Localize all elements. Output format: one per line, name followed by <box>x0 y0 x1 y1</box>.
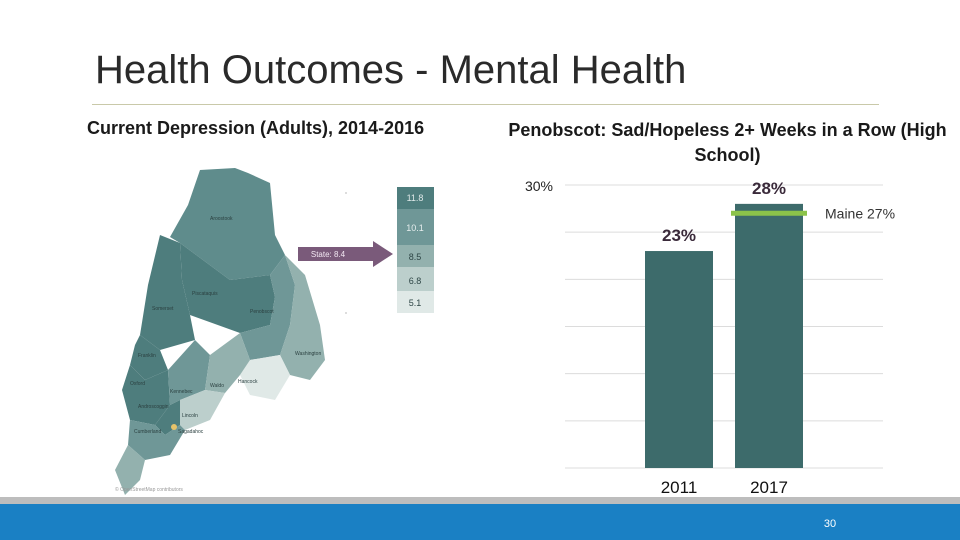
bar-data-label: 28% <box>752 179 786 198</box>
county-label: Penobscot <box>250 309 274 315</box>
color-scale-legend: 11.8 10.1 8.5 6.8 5.1 <box>397 187 434 313</box>
chart-subtitle: Penobscot: Sad/Hopeless 2+ Weeks in a Ro… <box>508 120 947 165</box>
legend-value: 11.8 <box>407 193 424 203</box>
maine-reference-label: Maine 27% <box>825 205 895 221</box>
county-somerset <box>140 235 195 350</box>
county-label: Oxford <box>130 381 145 387</box>
legend-swatch <box>397 291 434 313</box>
county-lincoln <box>180 390 225 430</box>
title-divider <box>92 104 879 105</box>
county-waldo <box>205 333 250 393</box>
sagadahoc-marker <box>171 424 177 430</box>
county-piscataquis <box>180 243 275 333</box>
legend-swatch <box>397 187 434 209</box>
y-tick-label: 30% <box>525 178 553 194</box>
page-number: 30 <box>823 518 837 530</box>
legend-value: 8.5 <box>409 252 422 262</box>
county-label: Franklin <box>138 353 156 359</box>
legend-value: 5.1 <box>409 298 422 308</box>
county-label: Aroostook <box>210 216 233 222</box>
county-cumberland <box>128 420 185 460</box>
county-label: Lincoln <box>182 413 198 419</box>
county-label: Sagadahoc <box>178 429 204 435</box>
county-penobscot <box>240 255 295 360</box>
bar-data-label: 23% <box>662 226 696 245</box>
county-label: Cumberland <box>134 429 161 435</box>
sad-hopeless-chart: 30% 23% 2011 28% 2017 Maine 27% <box>505 175 925 505</box>
county-label: Somerset <box>152 306 174 312</box>
map-svg: Aroostook Piscataquis Penobscot Somerset… <box>115 168 434 495</box>
state-average-label: State: 8.4 <box>311 250 346 259</box>
county-label: Washington <box>295 351 321 357</box>
county-york <box>115 445 145 495</box>
bar <box>735 203 803 468</box>
map-subtitle: Current Depression (Adults), 2014-2016 <box>87 118 425 138</box>
x-category-label: 2011 <box>661 478 698 497</box>
county-label: Hancock <box>238 379 258 385</box>
footer-bar <box>0 504 960 540</box>
county-label: Piscataquis <box>192 291 218 297</box>
legend-swatch <box>397 209 434 245</box>
x-category-label: 2017 <box>750 478 788 497</box>
county-label: Kennebec <box>170 389 193 395</box>
chart-svg: 30% 23% 2011 28% 2017 Maine 27% <box>525 178 895 497</box>
county-aroostook <box>170 168 285 280</box>
state-average-arrow: State: 8.4 <box>298 241 393 267</box>
county-label: Waldo <box>210 383 224 389</box>
bar <box>645 251 713 468</box>
slide-title: Health Outcomes - Mental Health <box>95 48 687 92</box>
county-washington <box>280 255 325 380</box>
county-kennebec <box>168 340 210 405</box>
maine-depression-map: Aroostook Piscataquis Penobscot Somerset… <box>100 165 450 500</box>
footer-stripe <box>0 497 960 504</box>
legend-swatch <box>397 245 434 267</box>
map-attribution: © OpenStreetMap contributors <box>115 486 183 493</box>
legend-swatch <box>397 267 434 291</box>
county-oxford <box>122 365 170 425</box>
county-franklin <box>130 335 168 380</box>
county-hancock <box>240 355 290 400</box>
county-label: Androscoggin <box>138 404 169 410</box>
legend-value: 10.1 <box>406 223 424 233</box>
legend-value: 6.8 <box>409 276 422 286</box>
